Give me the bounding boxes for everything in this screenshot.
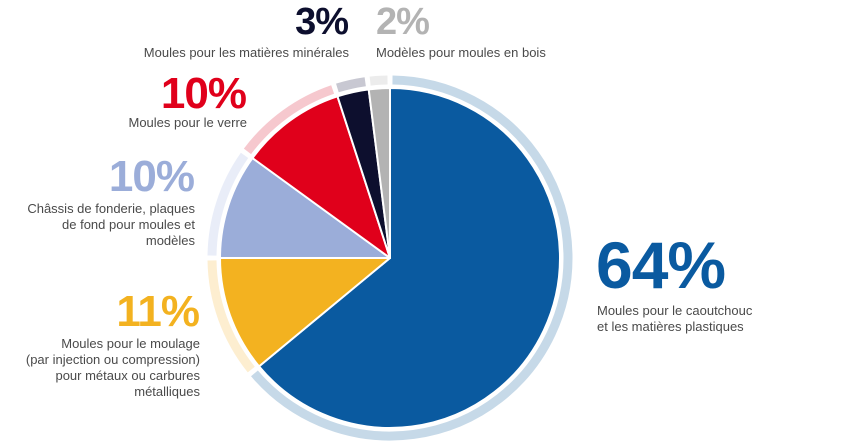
label-foundry-frames: Châssis de fonderie, plaques de fond pou… — [27, 201, 195, 249]
ring-segment-rubber-plastics — [251, 75, 573, 441]
ring-segment-metal-casting — [207, 260, 255, 373]
label-line: Moules pour les matières minérales — [143, 45, 349, 60]
ring-segment-foundry-frames — [207, 152, 249, 256]
pie-slices — [219, 87, 561, 429]
label-glass: Moules pour le verre — [129, 115, 248, 131]
pct-label-rubber-plastics: 64% — [596, 228, 726, 302]
pct-label-wood-models: 2% — [376, 1, 430, 43]
label-wood-models: Modèles pour moules en bois — [376, 45, 546, 61]
label-line: modèles — [145, 233, 195, 248]
outer-ring — [207, 75, 573, 441]
pct-label-metal-casting: 11% — [116, 287, 200, 336]
label-rubber-plastics: Moules pour le caoutchouc et les matière… — [597, 303, 752, 335]
label-line: pour métaux ou carbures — [55, 368, 200, 383]
pie-slice-glass — [251, 95, 391, 259]
pct-label-glass: 10% — [160, 69, 247, 118]
label-line: de fond pour moules et — [62, 217, 195, 232]
pct-label-foundry-frames: 10% — [108, 152, 195, 201]
label-line: Moules pour le moulage — [61, 336, 200, 351]
ring-segment-mineral — [336, 77, 366, 93]
ring-segment-wood-models — [369, 75, 388, 86]
label-line: Moules pour le caoutchouc — [597, 303, 753, 318]
label-metal-casting: Moules pour le moulage (par injection ou… — [26, 336, 200, 400]
label-line: métalliques — [134, 384, 200, 399]
label-line: Modèles pour moules en bois — [376, 45, 546, 60]
label-line: et les matières plastiques — [597, 319, 744, 334]
label-line: (par injection ou compression) — [25, 352, 200, 367]
pct-label-mineral: 3% — [295, 1, 349, 43]
pie-slice-foundry-frames — [219, 157, 391, 259]
label-mineral: Moules pour les matières minérales — [144, 45, 349, 61]
pie-slice-rubber-plastics — [258, 87, 561, 429]
pie-slice-wood-models — [367, 87, 391, 259]
pie-slice-metal-casting — [219, 257, 391, 368]
label-line: Moules pour le verre — [128, 115, 248, 130]
label-line: Châssis de fonderie, plaques — [27, 201, 195, 216]
ring-segment-glass — [243, 85, 335, 155]
